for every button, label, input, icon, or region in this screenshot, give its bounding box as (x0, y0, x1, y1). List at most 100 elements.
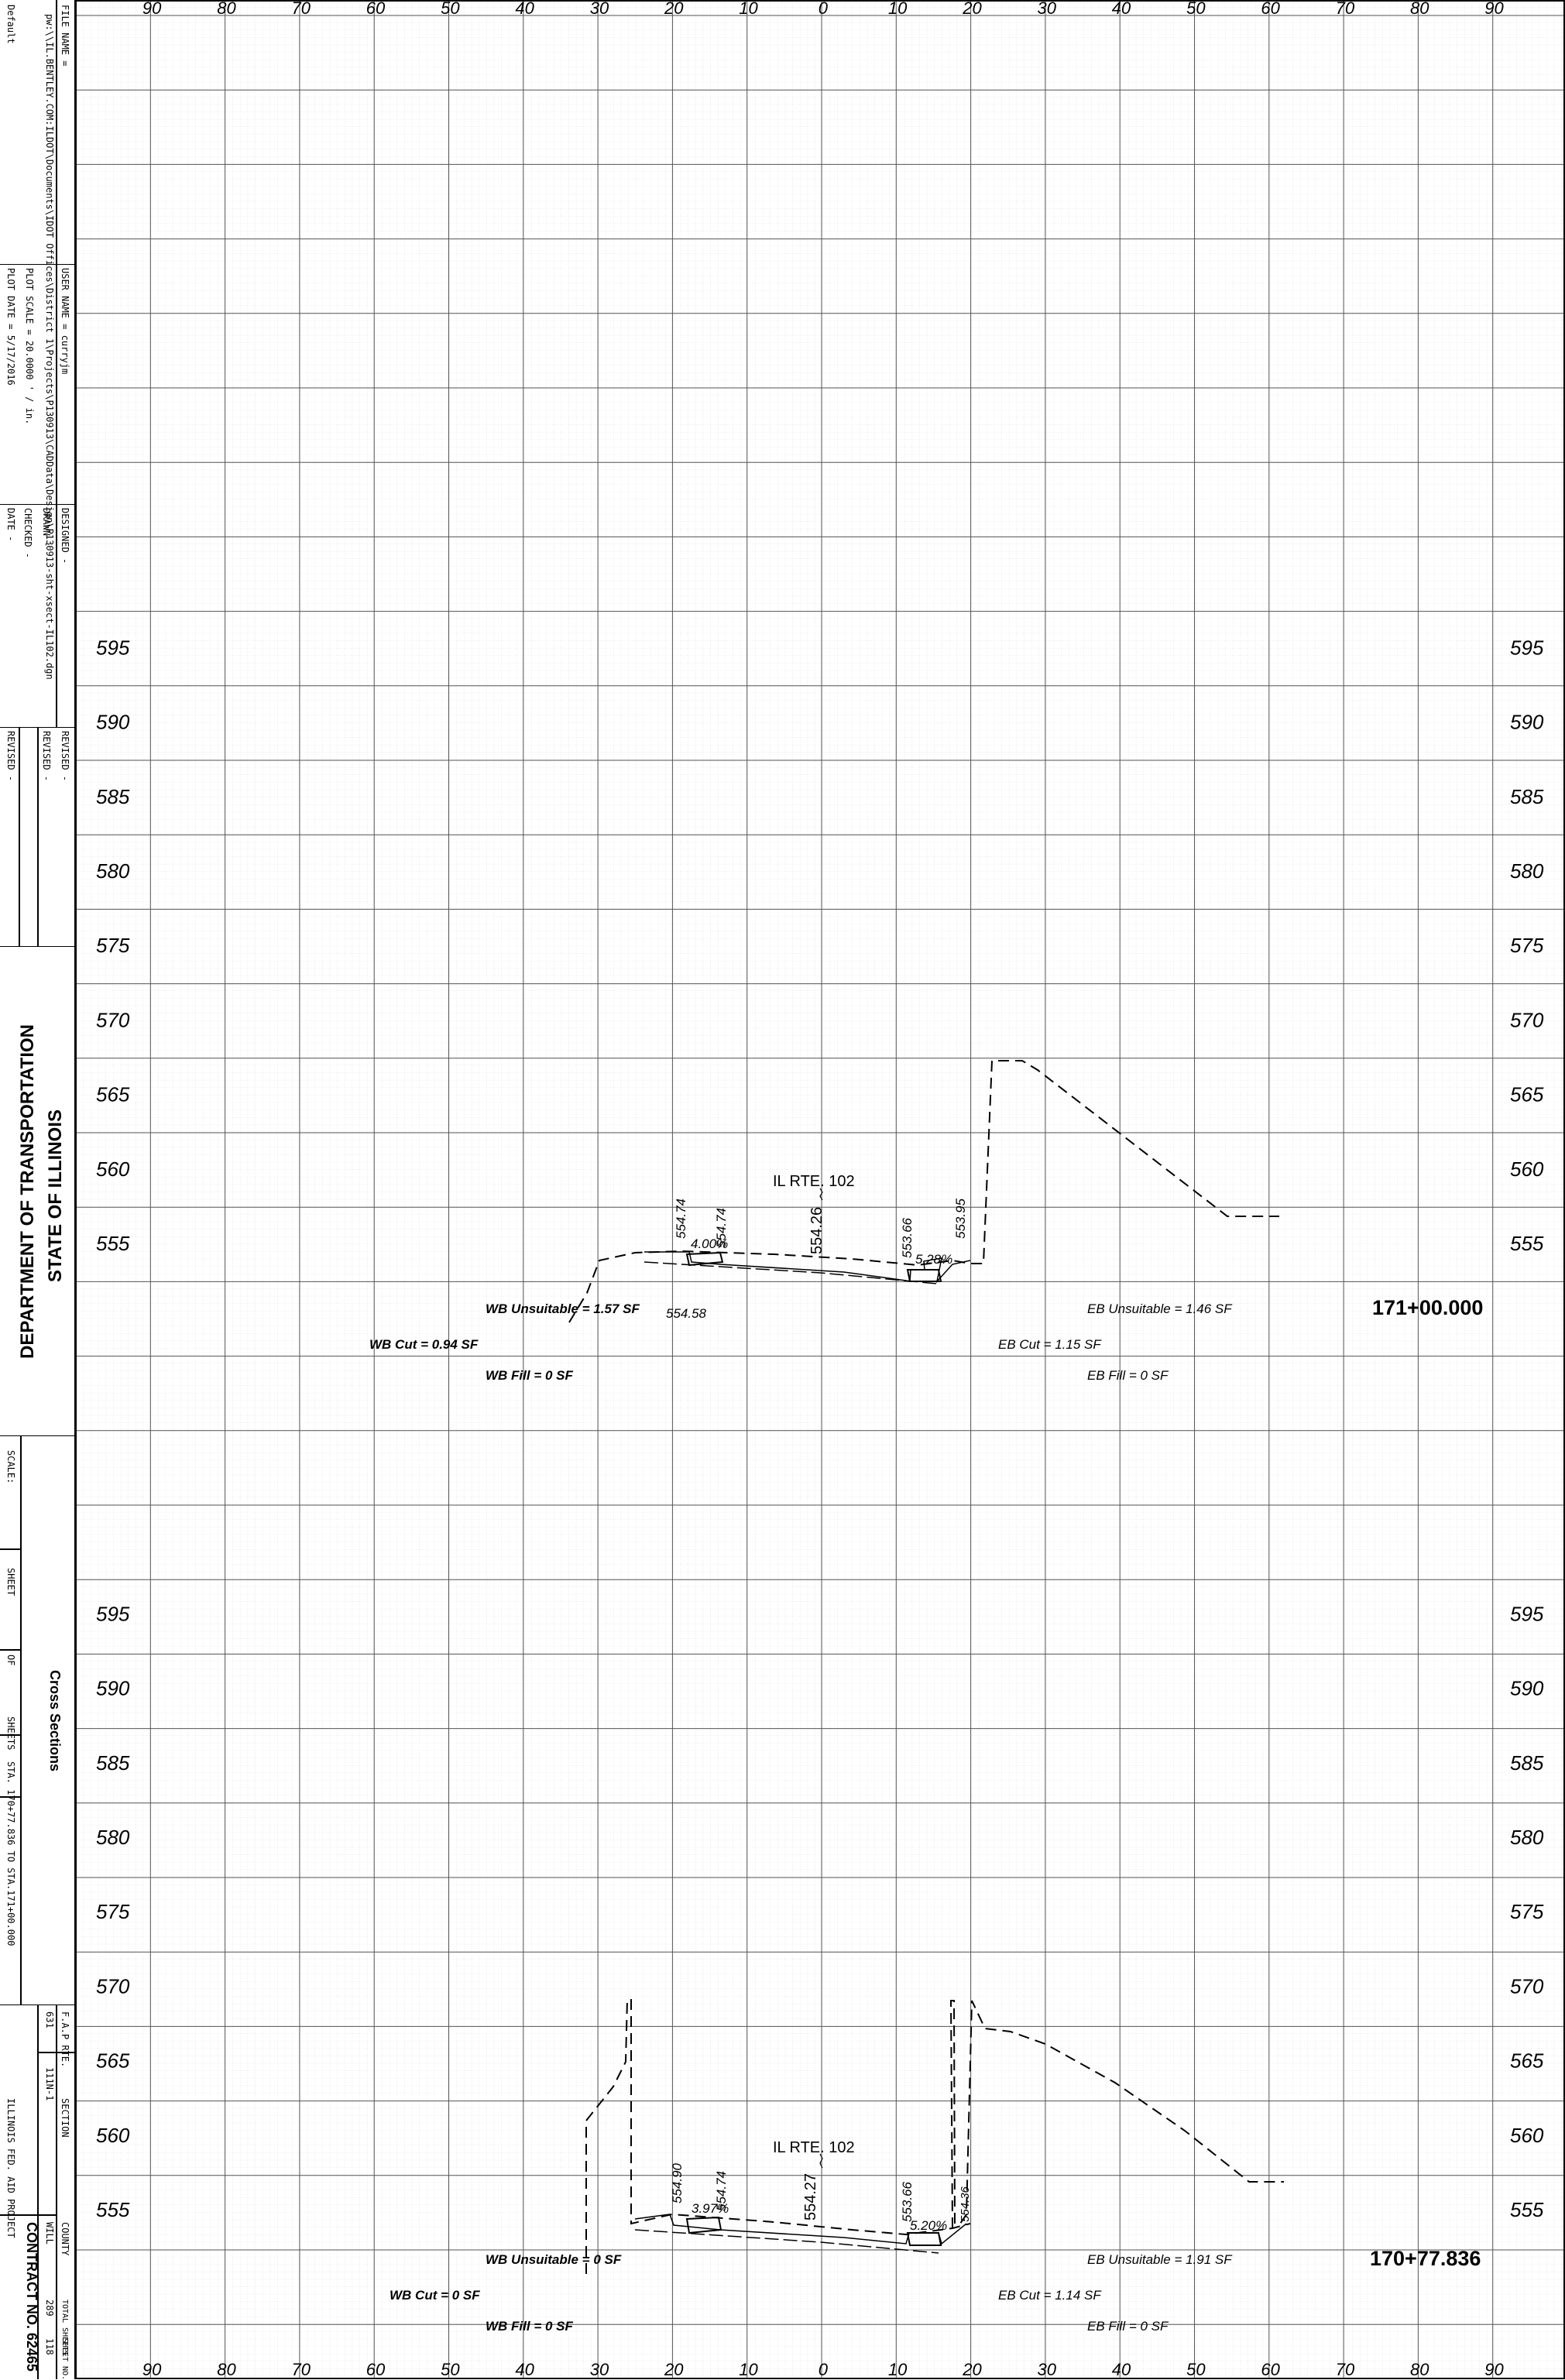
elevation-axis-left: 595 590 585 580 575 570 565 560 555 (96, 636, 130, 1255)
offset-tick-label: 60 (366, 2360, 386, 2379)
project-cell: F.A.P RTE. 631 SECTION 111N-1 COUNTY WIL… (0, 2005, 76, 2380)
offset-tick-label: 80 (217, 0, 236, 18)
offset-tick-label: 40 (515, 2360, 534, 2379)
elevation-tick-label: 555 (96, 1232, 130, 1255)
fap-rte: 631 (44, 2011, 55, 2028)
point-label: 554.90 (670, 2162, 685, 2203)
elevation-tick-label: 585 (96, 1751, 130, 1775)
elevation-tick-label: 580 (1510, 859, 1544, 883)
route-label: IL RTE. 102 (773, 1173, 855, 1190)
elevation-tick-label: 570 (96, 1974, 130, 1998)
offset-tick-label: 30 (590, 2360, 609, 2379)
wb-unsuitable: WB Unsuitable = 1.57 SF (486, 1301, 640, 1316)
wb-unsuitable: WB Unsuitable = 0 SF (486, 2252, 622, 2267)
designed: DESIGNED - (60, 508, 70, 564)
offset-tick-label: 90 (142, 2360, 162, 2379)
offset-tick-label: 80 (1410, 2360, 1429, 2379)
county-label: COUNTY (60, 2222, 70, 2256)
centerline-mark (819, 2153, 823, 2169)
eb-cut: EB Cut = 1.14 SF (998, 2288, 1102, 2303)
default-label: Default (5, 5, 16, 44)
elevation-tick-label: 575 (96, 1900, 130, 1923)
offset-tick-label: 90 (1484, 2360, 1504, 2379)
offset-tick-label: 0 (819, 2360, 829, 2379)
offset-tick-label: 10 (888, 2360, 908, 2379)
station-label: 170+77.836 (1370, 2247, 1481, 2270)
elevation-tick-label: 595 (96, 1602, 130, 1625)
existing-ground-line-wb (585, 1999, 971, 2274)
offset-tick-label: 40 (515, 0, 534, 18)
elevation-tick-label: 565 (1510, 1083, 1544, 1106)
of-label: OF (5, 1655, 16, 1666)
plot-info-cell: USER NAME = curryjm PLOT SCALE = 20.0000… (0, 265, 76, 505)
elevation-tick-label: 580 (1510, 1826, 1544, 1849)
offset-axis-top: 90 80 70 60 50 40 30 20 10 0 10 20 30 40 50 60 70 80 90 (142, 0, 1505, 18)
elevation-tick-label: 585 (1510, 1751, 1544, 1775)
plot-date: PLOT DATE = 5/17/2016 (5, 268, 16, 386)
elevation-tick-label: 595 (1510, 1602, 1544, 1625)
point-label: 554.58 (666, 1306, 707, 1321)
existing-ground-line-eb (949, 2000, 1284, 2229)
proposed-subgrade-line (644, 1261, 938, 1284)
offset-tick-label: 70 (1336, 2360, 1355, 2379)
offset-tick-label: 0 (819, 0, 829, 18)
date: DATE - (5, 508, 16, 542)
offset-tick-label: 80 (1410, 0, 1429, 18)
elevation-tick-label: 590 (1510, 711, 1544, 734)
eb-pavement-box (906, 2232, 942, 2246)
point-label: 554.74 (714, 2171, 729, 2211)
point-label: 553.95 (953, 1198, 968, 1239)
elevation-tick-label: 565 (1510, 2049, 1544, 2073)
section-label: SECTION (60, 2098, 70, 2138)
offset-tick-label: 60 (366, 0, 386, 18)
elevation-tick-label: 560 (1510, 1157, 1544, 1181)
offset-tick-label: 20 (664, 0, 684, 18)
revised-3: REVISED - (5, 731, 16, 782)
offset-tick-label: 40 (1112, 2360, 1131, 2379)
slope-label: 4.00% (691, 1236, 728, 1251)
offset-tick-label: 30 (1038, 0, 1057, 18)
elevation-tick-label: 555 (1510, 1232, 1544, 1255)
wb-cut: WB Cut = 0.94 SF (369, 1337, 479, 1352)
station-label: 171+00.000 (1372, 1296, 1483, 1319)
eb-pavement-box (906, 1269, 942, 1282)
sheet-label: SHEET (5, 1568, 16, 1596)
existing-ground-line (568, 1060, 1279, 1323)
point-label: 554.36 (959, 2186, 972, 2222)
contract-number: CONTRACT NO. 62465 (24, 2222, 39, 2372)
elevation-tick-label: 560 (96, 2124, 130, 2147)
elevation-axis-right: 595 590 585 580 575 570 565 560 555 (1510, 1602, 1544, 2221)
elevation-tick-label: 575 (96, 934, 130, 957)
eb-fill: EB Fill = 0 SF (1087, 2319, 1169, 2334)
elevation-tick-label: 555 (1510, 2198, 1544, 2221)
offset-tick-label: 60 (1261, 2360, 1280, 2379)
elevation-tick-label: 580 (96, 1826, 130, 1849)
major-grid (75, 0, 1565, 2379)
slope-label: 5.28% (915, 1252, 952, 1267)
wb-pavement-box (685, 2216, 722, 2234)
offset-tick-label: 10 (888, 0, 908, 18)
section-171-00: 595 590 585 580 575 570 565 560 555 595 590 585 580… (96, 636, 1544, 1383)
offset-tick-label: 10 (739, 0, 758, 18)
offset-tick-label: 70 (1336, 0, 1355, 18)
centerline-elevation: 554.26 (808, 1207, 825, 1254)
proposed-pavement-line (644, 1251, 971, 1284)
wb-cut: WB Cut = 0 SF (390, 2288, 480, 2303)
offset-tick-label: 80 (217, 2360, 236, 2379)
offset-tick-label: 20 (962, 2360, 982, 2379)
revised-1: REVISED - (60, 731, 70, 782)
station-range: STA. 170+77.836 TO STA.171+00.000 (5, 1761, 16, 1946)
offset-tick-label: 50 (1186, 2360, 1206, 2379)
offset-tick-label: 40 (1112, 0, 1131, 18)
elevation-tick-label: 565 (96, 1083, 130, 1106)
scale-label: SCALE: (5, 1450, 16, 1484)
sheet-no-label: SHEET NO. (60, 2338, 69, 2380)
route-label: IL RTE. 102 (773, 2139, 855, 2156)
sheet-no-value: 118 (44, 2338, 55, 2355)
centerline-mark (819, 1188, 823, 1201)
sheets-label: SHEETS (5, 1716, 16, 1751)
elevation-tick-label: 580 (96, 859, 130, 883)
total-sheets-value: 289 (44, 2299, 55, 2317)
offset-tick-label: 20 (962, 0, 982, 18)
